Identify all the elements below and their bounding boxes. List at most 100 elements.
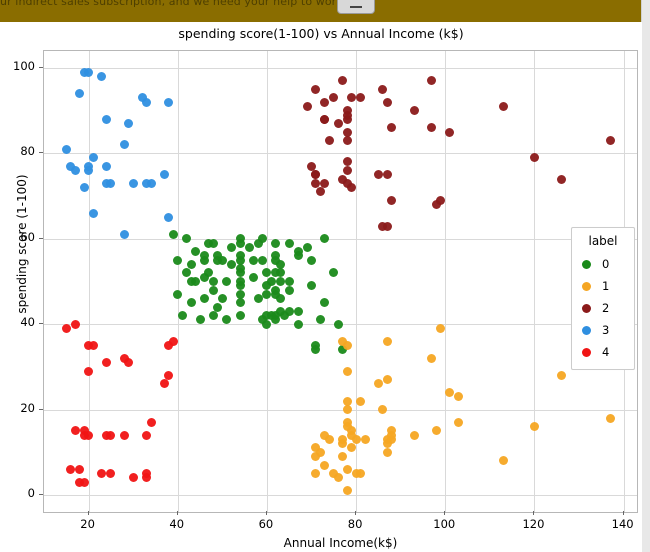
scatter-point — [208, 311, 218, 321]
scatter-point — [347, 443, 357, 453]
scatter-point — [142, 97, 152, 107]
chart-figure: spending score(1-100) vs Annual Income (… — [0, 22, 642, 552]
scatter-point — [222, 277, 232, 286]
chart-title: spending score(1-100) vs Annual Income (… — [178, 26, 464, 41]
x-axis-label: Annual Income(k$) — [283, 536, 398, 550]
minimize-icon — [350, 6, 362, 8]
scatter-point — [200, 255, 209, 265]
scatter-point — [208, 277, 218, 286]
scatter-point — [106, 430, 116, 440]
scatter-point — [302, 101, 312, 111]
scatter-point — [311, 443, 321, 453]
y-tick-mark — [39, 408, 43, 410]
scatter-point — [382, 447, 392, 457]
scatter-point — [168, 336, 178, 346]
x-tick-label: 80 — [347, 517, 363, 531]
legend-swatch-icon — [582, 325, 591, 335]
scatter-point — [88, 153, 98, 163]
legend-item[interactable]: 3 — [572, 319, 634, 341]
scatter-point — [373, 379, 383, 389]
scatter-point — [235, 234, 245, 244]
scatter-point — [66, 161, 76, 171]
scatter-point — [356, 396, 366, 406]
scatter-point — [235, 255, 245, 265]
scatter-point — [307, 161, 317, 171]
scatter-point — [84, 430, 94, 440]
scatter-point — [307, 281, 317, 291]
scatter-point — [347, 183, 357, 193]
legend-item[interactable]: 2 — [572, 297, 634, 319]
legend-swatch-icon — [582, 347, 591, 357]
scatter-points-layer — [44, 51, 637, 512]
scatter-point — [529, 153, 539, 163]
page-scrollbar[interactable] — [641, 0, 650, 552]
scatter-point — [164, 341, 174, 351]
scatter-point — [293, 251, 303, 261]
scatter-point — [182, 234, 192, 244]
legend-swatch-icon — [582, 259, 591, 269]
x-tick-mark — [87, 511, 89, 515]
scatter-point — [164, 212, 174, 222]
scatter-point — [360, 434, 370, 444]
scatter-point — [556, 174, 566, 184]
scatter-point — [427, 123, 437, 133]
scatter-point — [311, 469, 321, 479]
scatter-point — [342, 110, 352, 120]
x-tick-mark — [444, 511, 446, 515]
scatter-point — [333, 119, 343, 129]
scatter-point — [119, 140, 129, 150]
scatter-point — [164, 97, 174, 107]
scatter-point — [320, 298, 330, 308]
scatter-point — [275, 259, 285, 269]
scatter-point — [101, 358, 111, 368]
scatter-point — [382, 439, 392, 449]
scatter-point — [378, 84, 388, 94]
scatter-point — [378, 405, 388, 415]
gridline-horizontal — [44, 153, 637, 155]
scatter-point — [173, 255, 183, 265]
x-tick-label: 100 — [433, 517, 456, 531]
scatter-point — [333, 319, 343, 329]
gridline-horizontal — [44, 494, 637, 496]
scatter-point — [315, 447, 325, 457]
legend-item-label: 0 — [602, 257, 610, 271]
scatter-point — [387, 430, 397, 440]
minimize-button[interactable] — [337, 0, 375, 14]
scatter-point — [387, 123, 397, 133]
scatter-point — [75, 89, 85, 99]
scatter-point — [338, 434, 348, 444]
scatter-point — [284, 285, 294, 295]
scatter-point — [280, 311, 290, 321]
scatter-point — [79, 477, 89, 487]
y-tick-label: 100 — [13, 59, 35, 74]
scatter-point — [208, 285, 218, 295]
scatter-point — [320, 178, 330, 188]
scatter-point — [556, 370, 566, 380]
legend-item[interactable]: 0 — [572, 253, 634, 275]
gridline-vertical — [534, 51, 536, 512]
scatter-point — [235, 311, 245, 321]
legend-swatch-icon — [582, 303, 591, 313]
scatter-point — [79, 183, 89, 193]
legend-item[interactable]: 4 — [572, 341, 634, 363]
scatter-point — [498, 456, 508, 466]
y-tick-mark — [39, 237, 43, 239]
scatter-point — [338, 174, 348, 184]
scatter-point — [373, 170, 383, 180]
scatter-point — [226, 259, 236, 269]
scatter-point — [320, 234, 330, 244]
legend-item[interactable]: 1 — [572, 275, 634, 297]
x-tick-mark — [176, 511, 178, 515]
scatter-point — [253, 294, 263, 304]
scatter-point — [320, 460, 330, 470]
scatter-point — [119, 430, 129, 440]
scatter-point — [128, 178, 138, 188]
scatter-point — [342, 166, 352, 176]
scatter-point — [222, 315, 232, 325]
scatter-point — [191, 247, 201, 257]
scatter-point — [88, 208, 98, 218]
legend-item-label: 4 — [602, 345, 610, 359]
scatter-point — [311, 170, 321, 180]
scatter-point — [235, 298, 245, 308]
scatter-point — [128, 473, 138, 483]
